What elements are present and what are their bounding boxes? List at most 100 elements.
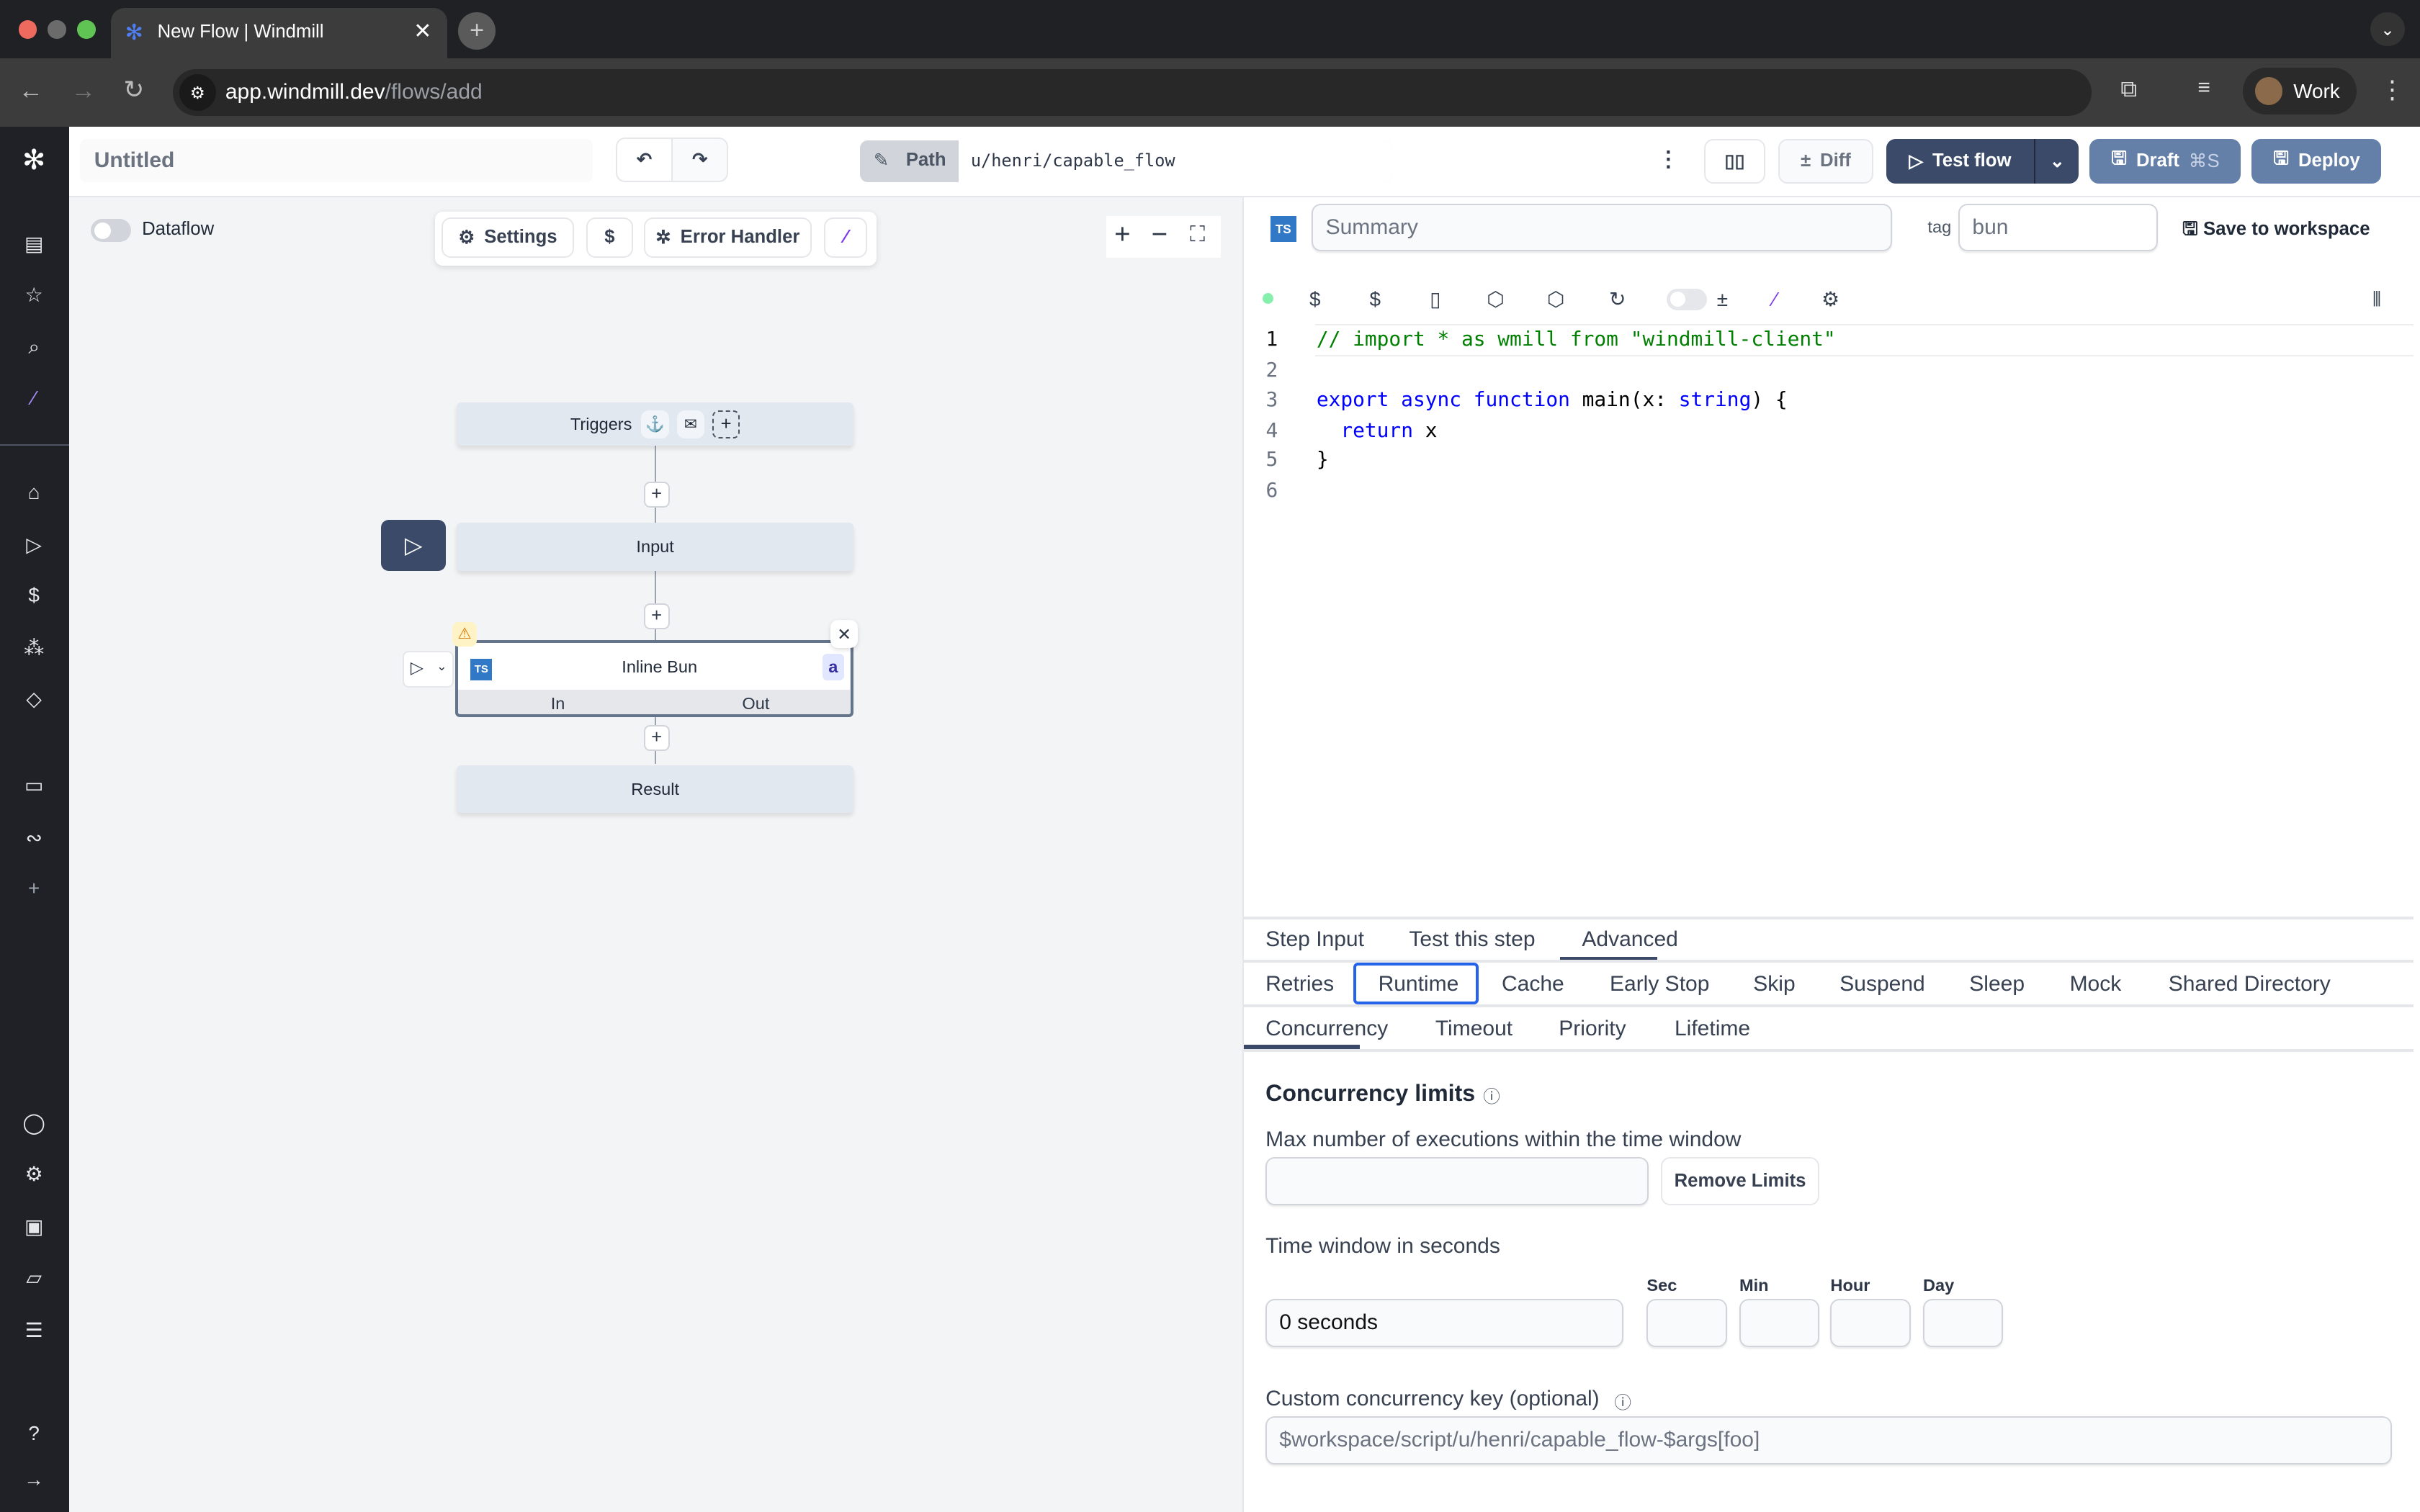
undo-button[interactable]: ↶ xyxy=(615,137,673,182)
day-input[interactable] xyxy=(1923,1299,2004,1347)
subtab-runtime[interactable]: Runtime xyxy=(1378,972,1459,996)
insert-step-button[interactable]: + xyxy=(643,603,670,629)
docs-book-button[interactable]: ▯▯ xyxy=(1703,138,1766,184)
test-flow-play-button[interactable]: ▷ xyxy=(381,520,447,571)
reload-icon[interactable]: ↻ xyxy=(1609,287,1626,310)
warning-icon[interactable]: ⚠ xyxy=(452,621,478,647)
add-resource-icon[interactable]: $ xyxy=(1369,287,1381,310)
subtab-runtime-selected[interactable] xyxy=(1353,963,1479,1004)
site-info-icon[interactable]: ⚙ xyxy=(179,73,216,112)
sidebar-item-variables-icon[interactable]: $ xyxy=(28,584,40,607)
step-out-tab[interactable]: Out xyxy=(742,693,770,713)
error-handler-button[interactable]: ✲ Error Handler xyxy=(643,217,812,258)
save-to-workspace-button[interactable]: 🖫 Save to workspace xyxy=(2182,216,2370,247)
tab-priority[interactable]: Priority xyxy=(1559,1017,1626,1041)
step-in-tab[interactable]: In xyxy=(550,693,565,713)
input-node[interactable]: Input xyxy=(457,523,853,571)
windmill-logo-icon[interactable]: ✻ xyxy=(22,145,46,176)
sidebar-item-search-icon[interactable]: ⌕ xyxy=(28,335,40,358)
subtab-shared-directory[interactable]: Shared Directory xyxy=(2168,972,2331,996)
sidebar-item-home-icon[interactable]: ⌂ xyxy=(27,480,40,503)
redo-button[interactable]: ↷ xyxy=(671,137,729,182)
ai-wand-icon[interactable]: ⁄ xyxy=(1773,287,1777,310)
delete-step-icon[interactable]: ✕ xyxy=(830,620,859,648)
email-icon[interactable]: ✉ xyxy=(676,410,705,438)
deploy-button[interactable]: 🖫 Deploy xyxy=(2251,138,2382,184)
fit-view-icon[interactable]: ⛶ xyxy=(1190,222,1206,246)
sidebar-item-favorites-icon[interactable]: ☆ xyxy=(24,283,43,306)
forward-icon[interactable]: → xyxy=(71,77,96,105)
browser-menu-icon[interactable]: ⋮ xyxy=(2380,76,2405,104)
sec-input[interactable] xyxy=(1646,1299,1727,1347)
url-field[interactable]: ⚙ app.windmill.dev/flows/add xyxy=(173,69,2092,116)
sidebar-item-add-icon[interactable]: + xyxy=(27,877,40,900)
sidebar-item-runs-icon[interactable]: ▷ xyxy=(26,533,42,556)
info-icon[interactable]: ⓘ xyxy=(1483,1087,1500,1107)
package-icon[interactable]: ⬡ xyxy=(1487,287,1505,310)
settings-button[interactable]: ⚙ Settings xyxy=(441,217,575,258)
flow-title-input[interactable]: Untitled xyxy=(80,138,593,182)
library-icon[interactable]: ⫴ xyxy=(2372,287,2381,310)
tab-timeout[interactable]: Timeout xyxy=(1435,1017,1513,1041)
maximize-window-button[interactable] xyxy=(77,19,96,39)
test-step-button[interactable]: ▷ ⌄ xyxy=(403,651,454,688)
subtab-mock[interactable]: Mock xyxy=(2069,972,2122,996)
gear-icon[interactable]: ⚙ xyxy=(1821,287,1839,310)
sidebar-item-logs-icon[interactable]: ☰ xyxy=(24,1318,43,1341)
summary-input[interactable]: Summary xyxy=(1312,203,1893,252)
subtab-skip[interactable]: Skip xyxy=(1753,972,1796,996)
tab-test-this-step[interactable]: Test this step xyxy=(1409,927,1536,951)
sidebar-expand-icon[interactable]: → xyxy=(24,1467,45,1490)
extensions-icon[interactable]: ⧉ xyxy=(2120,75,2138,102)
test-flow-button[interactable]: ▷ Test flow xyxy=(1886,138,2035,184)
webhook-icon[interactable]: ⚓ xyxy=(641,410,669,438)
media-icon[interactable]: ≡ xyxy=(2197,75,2210,99)
result-node[interactable]: Result xyxy=(457,765,853,814)
subtab-sleep[interactable]: Sleep xyxy=(1969,972,2025,996)
add-trigger-icon[interactable]: + xyxy=(712,410,740,438)
sidebar-item-assets-icon[interactable]: ◇ xyxy=(26,688,42,711)
sidebar-item-folders-icon[interactable]: ▱ xyxy=(26,1266,42,1289)
step-node-inline-bun[interactable]: TS Inline Bun a In Out xyxy=(455,640,853,718)
sidebar-item-resources-icon[interactable]: ⁂ xyxy=(24,636,45,660)
tab-step-input[interactable]: Step Input xyxy=(1265,927,1364,951)
dataflow-toggle[interactable] xyxy=(91,219,132,243)
zoom-in-icon[interactable]: + xyxy=(1114,219,1131,251)
code-editor[interactable] xyxy=(1315,355,2414,915)
flow-canvas[interactable]: Dataflow ⚙ Settings $ ✲ Error Handler ⁄ + … xyxy=(69,197,1244,1512)
tab-concurrency[interactable]: Concurrency xyxy=(1265,1017,1389,1041)
triggers-node[interactable]: Triggers ⚓ ✉ + xyxy=(457,402,853,446)
concurrency-key-input[interactable]: $workspace/script/u/henri/capable_flow-$… xyxy=(1265,1416,2393,1464)
min-input[interactable] xyxy=(1739,1299,1820,1347)
tag-input[interactable]: bun xyxy=(1958,203,2158,252)
time-window-input[interactable]: 0 seconds xyxy=(1265,1299,1624,1347)
subtab-retries[interactable]: Retries xyxy=(1265,972,1335,996)
remove-limits-button[interactable]: Remove Limits xyxy=(1660,1157,1820,1205)
reload-icon[interactable]: ↻ xyxy=(123,76,145,104)
path-field[interactable]: ✎ Path u/henri/capable_flow xyxy=(859,140,1392,182)
profile-button[interactable]: Work xyxy=(2242,68,2357,114)
sidebar-item-settings-icon[interactable]: ⚙ xyxy=(24,1163,43,1186)
minimize-window-button[interactable] xyxy=(48,19,67,39)
draft-button[interactable]: 🖫 Draft ⌘S xyxy=(2089,138,2241,184)
close-window-button[interactable] xyxy=(18,19,37,39)
sidebar-item-triggers-icon[interactable]: ∾ xyxy=(25,827,42,850)
more-options-icon[interactable]: ⋮ xyxy=(1657,147,1680,171)
info-icon[interactable]: ⓘ xyxy=(1614,1392,1631,1412)
sidebar-item-schedules-icon[interactable]: ▭ xyxy=(24,774,44,797)
variables-button[interactable]: $ xyxy=(586,217,633,258)
hour-input[interactable] xyxy=(1830,1299,1911,1347)
sidebar-item-help-icon[interactable]: ? xyxy=(28,1421,40,1444)
back-icon[interactable]: ← xyxy=(18,77,43,105)
close-tab-icon[interactable]: ✕ xyxy=(413,19,432,43)
zoom-out-icon[interactable]: − xyxy=(1151,219,1168,251)
sidebar-item-workers-icon[interactable]: ▣ xyxy=(24,1215,44,1238)
sidebar-item-ai-wand-icon[interactable]: ⁄ xyxy=(32,386,36,409)
diff-button[interactable]: ± Diff xyxy=(1778,138,1874,184)
tab-advanced[interactable]: Advanced xyxy=(1582,927,1678,951)
sidebar-item-user-icon[interactable]: ◯ xyxy=(22,1112,45,1135)
max-executions-input[interactable] xyxy=(1265,1157,1649,1205)
insert-step-button[interactable]: + xyxy=(643,725,670,752)
subtab-suspend[interactable]: Suspend xyxy=(1839,972,1925,996)
tab-search-button[interactable]: ⌄ xyxy=(2370,12,2405,47)
